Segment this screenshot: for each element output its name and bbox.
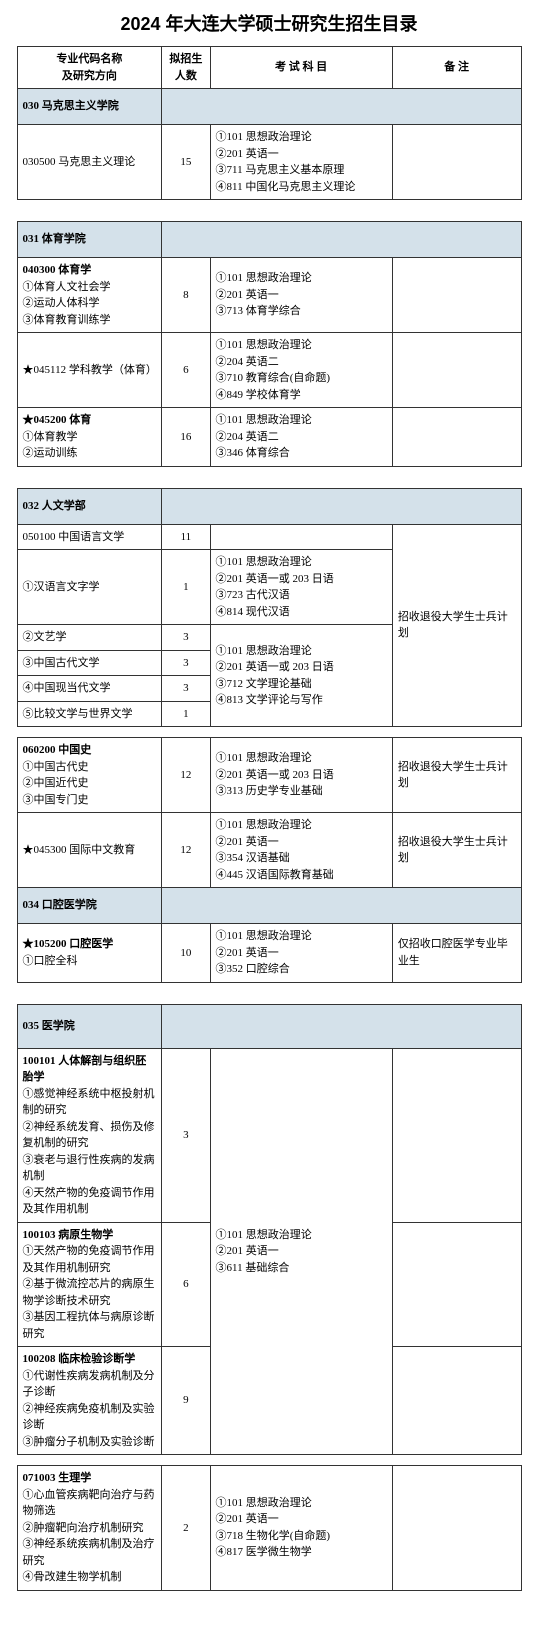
note-100208 [392,1347,521,1455]
major-060200: 060200 中国史 ①中国古代史 ②中国近代史 ③中国专门史 [17,738,162,813]
major-xiandai: ④中国现当代文学 [17,676,162,702]
exam-045112: ①101 思想政治理论 ②204 英语二 ③710 教育综合(自命题) ④849… [210,333,392,408]
header-note: 备 注 [392,47,521,89]
count-105200: 10 [162,924,210,983]
note-045112 [392,333,521,408]
count-100208: 9 [162,1347,210,1455]
count-040300: 8 [162,258,210,333]
count-xiandai: 3 [162,676,210,702]
major-105200: ★105200 口腔医学 ①口腔全科 [17,924,162,983]
section-032-label: 032 人文学部 [17,488,162,524]
page-title: 2024 年大连大学硕士研究生招生目录 [0,0,538,46]
row-045300: ★045300 国际中文教育 12 ①101 思想政治理论 ②201 英语一 ③… [17,813,521,888]
note-040300 [392,258,521,333]
note-030500 [392,125,521,200]
exam-hanyu: ①101 思想政治理论 ②201 英语一或 203 日语 ③723 古代汉语 ④… [210,550,392,625]
header-major: 专业代码名称 及研究方向 [17,47,162,89]
major-hanyu: ①汉语言文字学 [17,550,162,625]
catalog-table: 专业代码名称 及研究方向 拟招生 人数 考 试 科 目 备 注 030 马克思主… [17,46,522,727]
note-045300: 招收退役大学生士兵计划 [392,813,521,888]
table-header-row: 专业代码名称 及研究方向 拟招生 人数 考 试 科 目 备 注 [17,47,521,89]
section-030-label: 030 马克思主义学院 [17,89,162,125]
major-045112: ★045112 学科教学（体育） [17,333,162,408]
exam-040300: ①101 思想政治理论 ②201 英语一 ③713 体育学综合 [210,258,392,333]
note-060200: 招收退役大学生士兵计划 [392,738,521,813]
header-count: 拟招生 人数 [162,47,210,89]
row-045200: ★045200 体育 ①体育教学 ②运动训练 16 ①101 思想政治理论 ②2… [17,408,521,467]
exam-032-shared: ①101 思想政治理论 ②201 英语一或 203 日语 ③712 文学理论基础… [210,625,392,727]
section-034-label: 034 口腔医学院 [17,888,162,924]
count-gudai: 3 [162,650,210,676]
catalog-table-035b: 071003 生理学 ①心血管疾病靶向治疗与药物筛选 ②肿瘤靶向治疗机制研究 ③… [17,1465,522,1591]
exam-105200: ①101 思想政治理论 ②201 英语一 ③352 口腔综合 [210,924,392,983]
major-bijiao: ⑤比较文学与世界文学 [17,701,162,727]
section-035-label: 035 医学院 [17,1004,162,1048]
major-100103: 100103 病原生物学 ①天然产物的免疫调节作用及其作用机制研究 ②基于微流控… [17,1222,162,1347]
count-071003: 2 [162,1466,210,1591]
row-030500: 030500 马克思主义理论 15 ①101 思想政治理论 ②201 英语一 ③… [17,125,521,200]
exam-060200: ①101 思想政治理论 ②201 英语一或 203 日语 ③313 历史学专业基… [210,738,392,813]
major-wenyi: ②文艺学 [17,625,162,651]
section-030: 030 马克思主义学院 [17,89,521,125]
row-050100: 050100 中国语言文学 11 招收退役大学生士兵计划 [17,524,521,550]
major-071003: 071003 生理学 ①心血管疾病靶向治疗与药物筛选 ②肿瘤靶向治疗机制研究 ③… [17,1466,162,1591]
major-045200: ★045200 体育 ①体育教学 ②运动训练 [17,408,162,467]
catalog-table-032b: 060200 中国史 ①中国古代史 ②中国近代史 ③中国专门史 12 ①101 … [17,737,522,1455]
note-071003 [392,1466,521,1591]
major-045300: ★045300 国际中文教育 [17,813,162,888]
row-040300: 040300 体育学 ①体育人文社会学 ②运动人体科学 ③体育教育训练学 8 ①… [17,258,521,333]
exam-045300: ①101 思想政治理论 ②201 英语一 ③354 汉语基础 ④445 汉语国际… [210,813,392,888]
note-045200 [392,408,521,467]
exam-035-shared: ①101 思想政治理论 ②201 英语一 ③611 基础综合 [210,1048,392,1455]
major-100208: 100208 临床检验诊断学 ①代谢性疾病发病机制及分子诊断 ②神经疾病免疫机制… [17,1347,162,1455]
count-bijiao: 1 [162,701,210,727]
section-031: 031 体育学院 [17,222,521,258]
count-100101: 3 [162,1048,210,1222]
note-100103 [392,1222,521,1347]
note-100101 [392,1048,521,1222]
count-hanyu: 1 [162,550,210,625]
count-wenyi: 3 [162,625,210,651]
row-060200: 060200 中国史 ①中国古代史 ②中国近代史 ③中国专门史 12 ①101 … [17,738,521,813]
row-100101: 100101 人体解剖与组织胚胎学 ①感觉神经系统中枢投射机制的研究 ②神经系统… [17,1048,521,1222]
count-045200: 16 [162,408,210,467]
count-045112: 6 [162,333,210,408]
note-105200: 仅招收口腔医学专业毕业生 [392,924,521,983]
major-030500: 030500 马克思主义理论 [17,125,162,200]
major-gudai: ③中国古代文学 [17,650,162,676]
count-045300: 12 [162,813,210,888]
section-031-label: 031 体育学院 [17,222,162,258]
count-060200: 12 [162,738,210,813]
count-100103: 6 [162,1222,210,1347]
major-100101: 100101 人体解剖与组织胚胎学 ①感觉神经系统中枢投射机制的研究 ②神经系统… [17,1048,162,1222]
exam-071003: ①101 思想政治理论 ②201 英语一 ③718 生物化学(自命题) ④817… [210,1466,392,1591]
note-050100: 招收退役大学生士兵计划 [392,524,521,727]
row-045112: ★045112 学科教学（体育） 6 ①101 思想政治理论 ②204 英语二 … [17,333,521,408]
major-040300: 040300 体育学 ①体育人文社会学 ②运动人体科学 ③体育教育训练学 [17,258,162,333]
section-032: 032 人文学部 [17,488,521,524]
major-050100: 050100 中国语言文学 [17,524,162,550]
count-050100: 11 [162,524,210,550]
count-030500: 15 [162,125,210,200]
row-105200: ★105200 口腔医学 ①口腔全科 10 ①101 思想政治理论 ②201 英… [17,924,521,983]
exam-045200: ①101 思想政治理论 ②204 英语二 ③346 体育综合 [210,408,392,467]
section-035: 035 医学院 [17,1004,521,1048]
exam-030500: ①101 思想政治理论 ②201 英语一 ③711 马克思主义基本原理 ④811… [210,125,392,200]
section-034: 034 口腔医学院 [17,888,521,924]
row-071003: 071003 生理学 ①心血管疾病靶向治疗与药物筛选 ②肿瘤靶向治疗机制研究 ③… [17,1466,521,1591]
header-exam: 考 试 科 目 [210,47,392,89]
